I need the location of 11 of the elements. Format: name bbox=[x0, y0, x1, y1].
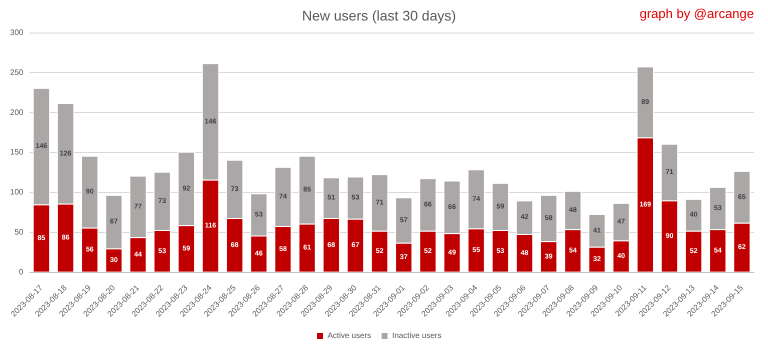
y-tick-label: 50 bbox=[14, 228, 24, 237]
y-tick-label: 150 bbox=[10, 148, 24, 157]
chart-title: New users (last 30 days) bbox=[302, 7, 456, 24]
text: graph by @arcange bbox=[640, 6, 754, 21]
y-tick-label: 200 bbox=[10, 108, 24, 117]
legend-label: Active users bbox=[328, 331, 372, 340]
y-tick-label: 250 bbox=[10, 68, 24, 77]
legend-label: Inactive users bbox=[392, 331, 442, 340]
y-tick-label: 100 bbox=[10, 188, 24, 197]
y-tick-label: 300 bbox=[10, 28, 24, 38]
y-tick-label: 0 bbox=[18, 267, 24, 276]
